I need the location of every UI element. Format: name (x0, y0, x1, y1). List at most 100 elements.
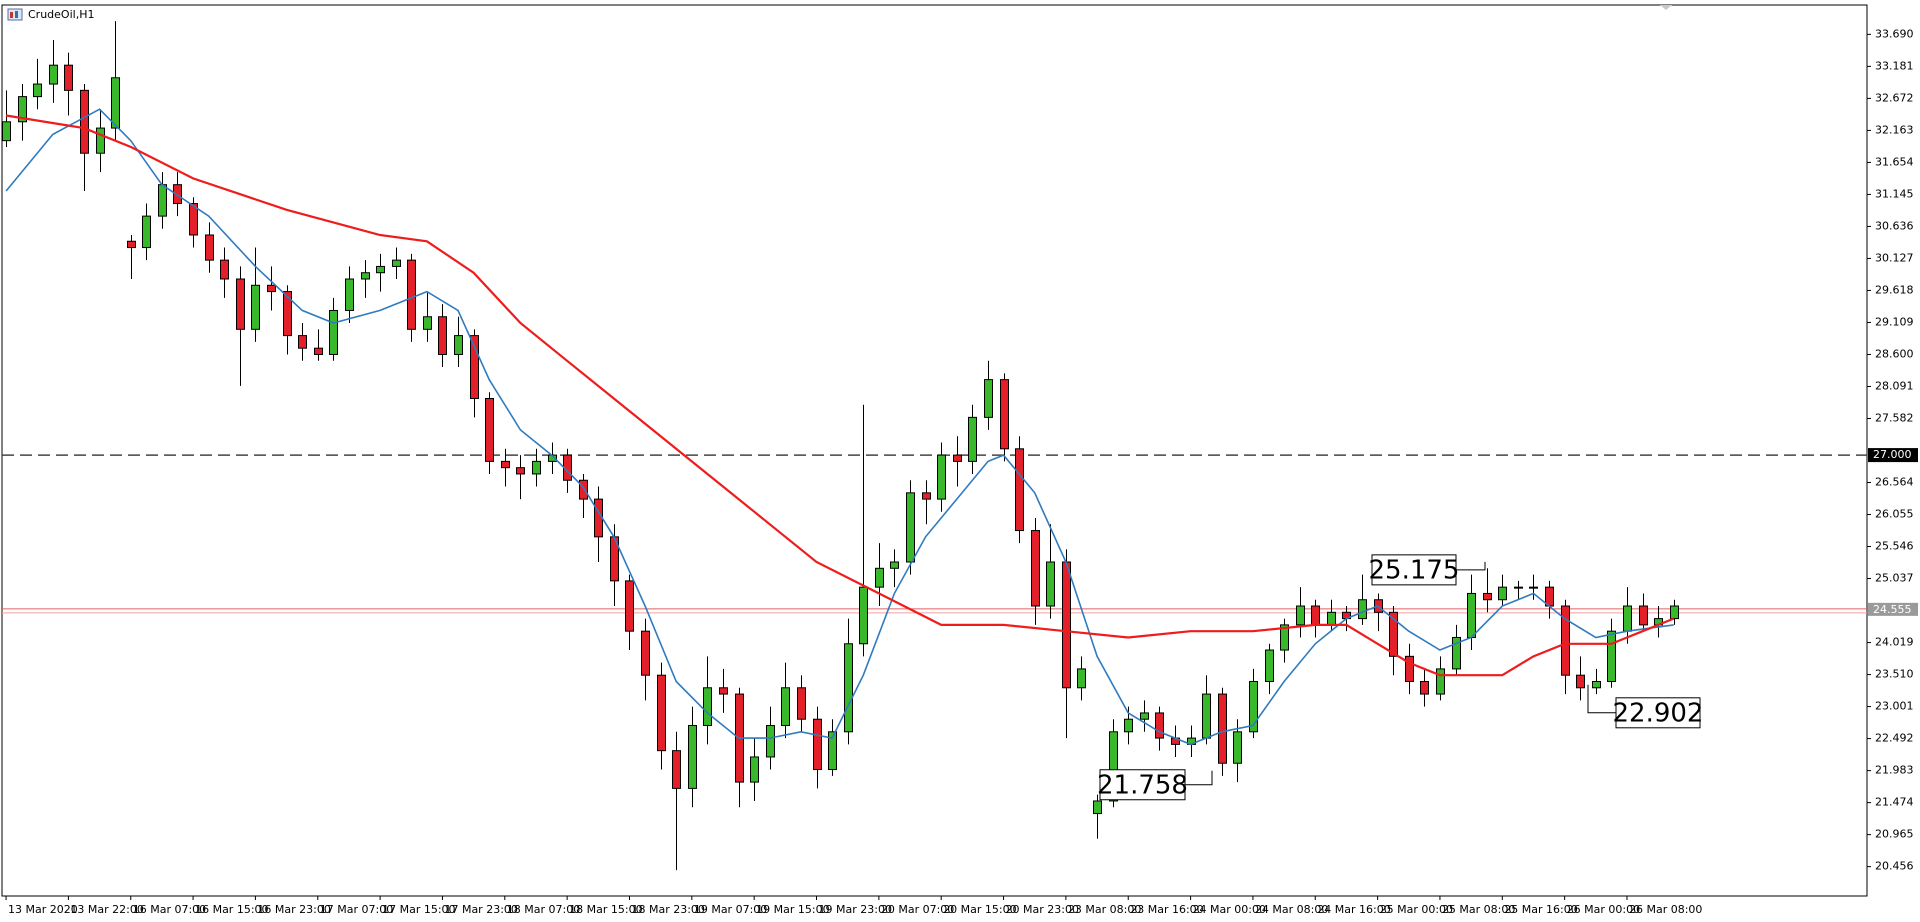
candle-body (1155, 712, 1164, 739)
candle-body (813, 718, 822, 771)
candle-body (1031, 530, 1040, 607)
y-tick-label: 31.654 (1875, 155, 1914, 168)
x-tick-label: 20 Mar 15:00 (943, 903, 1016, 916)
candle-body (906, 492, 915, 563)
candle-body (688, 725, 697, 789)
candle-body (1093, 800, 1102, 815)
y-tick-label: 28.600 (1875, 347, 1914, 360)
candle-body (1561, 605, 1570, 676)
y-tick-label: 23.001 (1875, 700, 1914, 713)
price-label: 24.555 (1873, 603, 1912, 616)
candle-body (1140, 712, 1149, 720)
annotation-connector (1587, 684, 1616, 714)
candle-body (672, 750, 681, 789)
candle-body (1280, 624, 1289, 651)
candle-body (657, 674, 666, 752)
candle-body (345, 278, 354, 311)
x-tick-label: 24 Mar 00:00 (1193, 903, 1266, 916)
candle-body (501, 460, 510, 469)
candle-body (1436, 668, 1445, 695)
candle-body (2, 121, 11, 142)
candle-body (1623, 605, 1632, 632)
candle-body (1670, 605, 1679, 620)
candle-body (407, 259, 416, 330)
x-tick-label: 25 Mar 16:00 (1504, 903, 1577, 916)
candle-body (1218, 693, 1227, 764)
candle-body (1592, 680, 1601, 689)
candle-body (1233, 731, 1242, 764)
annotation: 21.758 (1097, 769, 1213, 801)
price-label-bg (1868, 602, 1918, 616)
candle-body (96, 127, 105, 154)
candle-body (1311, 605, 1320, 626)
candle-body (1109, 731, 1118, 802)
y-tick-label: 32.672 (1875, 91, 1914, 104)
x-tick-label: 26 Mar 00:00 (1567, 903, 1640, 916)
x-tick-label: 16 Mar 23:00 (257, 903, 330, 916)
y-tick-label: 20.965 (1875, 828, 1914, 841)
x-tick-label: 13 Mar 22:00 (70, 903, 143, 916)
y-tick-label: 22.492 (1875, 732, 1914, 745)
candle-body (173, 184, 182, 205)
x-tick-label: 19 Mar 07:00 (694, 903, 767, 916)
plot-frame (1, 4, 1868, 897)
candle-body (968, 416, 977, 462)
level-label: 27.000 (1873, 448, 1912, 461)
symbol-icon (7, 8, 23, 21)
x-tick-label: 17 Mar 15:00 (382, 903, 455, 916)
y-tick-label: 30.636 (1875, 219, 1914, 232)
candle-body (423, 316, 432, 330)
candle-body (314, 347, 323, 355)
candle-body (267, 284, 276, 293)
candle-body (64, 64, 73, 91)
x-tick-label: 25 Mar 00:00 (1380, 903, 1453, 916)
candle-body (1420, 680, 1429, 695)
candle-body (750, 756, 759, 783)
y-tick-label: 21.474 (1875, 796, 1914, 809)
candle-body (1265, 649, 1274, 682)
candle-body (719, 687, 728, 695)
y-tick-label: 25.037 (1875, 572, 1914, 585)
candle-body (766, 725, 775, 758)
candle-body (1015, 448, 1024, 532)
candle-body (1467, 592, 1476, 638)
candle-body (1529, 586, 1538, 589)
annotation-connector (1456, 561, 1486, 571)
x-tick-label: 19 Mar 15:00 (756, 903, 829, 916)
candle-body (158, 184, 167, 217)
candle-body (1576, 674, 1585, 689)
icon-bar (10, 12, 13, 18)
chart-title: CrudeOil,H1 (28, 8, 94, 21)
x-tick-label: 24 Mar 16:00 (1317, 903, 1390, 916)
candle-body (1124, 718, 1133, 733)
candle-body (111, 77, 120, 129)
y-tick-label: 32.163 (1875, 123, 1914, 136)
candle-body (625, 580, 634, 632)
candle-body (392, 259, 401, 267)
x-tick-label: 23 Mar 08:00 (1068, 903, 1141, 916)
x-tick-label: 26 Mar 08:00 (1629, 903, 1702, 916)
candle-body (329, 309, 338, 355)
candle-body (361, 272, 370, 280)
candle-body (251, 284, 260, 330)
annotation: 22.902 (1587, 684, 1704, 729)
candle-body (953, 454, 962, 462)
y-tick-label: 30.127 (1875, 251, 1914, 264)
candle-body (1483, 592, 1492, 601)
candle-body (298, 335, 307, 349)
candle-body (49, 64, 58, 85)
y-tick-label: 23.510 (1875, 668, 1914, 681)
candle-body (1046, 561, 1055, 607)
marks (2, 21, 1867, 871)
candle-body (875, 567, 884, 588)
x-tick-label: 16 Mar 15:00 (195, 903, 268, 916)
candle-body (890, 561, 899, 569)
x-tick-label: 25 Mar 08:00 (1442, 903, 1515, 916)
annotation-label: 22.902 (1613, 698, 1704, 728)
x-tick-label: 20 Mar 07:00 (881, 903, 954, 916)
candle-body (1607, 630, 1616, 682)
y-tick-label: 29.109 (1875, 315, 1914, 328)
candle-body (1514, 586, 1523, 589)
y-tick-label: 24.019 (1875, 636, 1914, 649)
